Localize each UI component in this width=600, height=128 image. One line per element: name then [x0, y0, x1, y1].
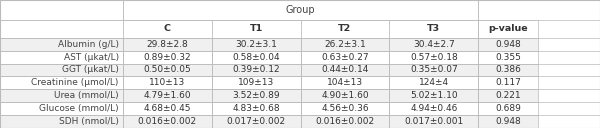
Text: C: C	[164, 24, 171, 33]
Bar	[478, 38, 538, 51]
Bar	[0, 63, 123, 76]
Bar	[212, 20, 301, 38]
Text: 0.386: 0.386	[495, 66, 521, 74]
Text: 0.689: 0.689	[495, 104, 521, 113]
Text: T3: T3	[427, 24, 440, 33]
Bar	[212, 63, 301, 76]
Bar	[301, 89, 389, 102]
Bar	[212, 102, 301, 115]
Text: 0.57±0.18: 0.57±0.18	[410, 53, 458, 62]
Text: 0.58±0.04: 0.58±0.04	[232, 53, 280, 62]
Text: 0.35±0.07: 0.35±0.07	[410, 66, 458, 74]
Bar	[301, 115, 389, 128]
Text: 4.94±0.46: 4.94±0.46	[410, 104, 457, 113]
Text: T1: T1	[250, 24, 263, 33]
Bar	[123, 115, 212, 128]
Text: GGT (μkat/L): GGT (μkat/L)	[62, 66, 119, 74]
Bar	[212, 51, 301, 63]
Text: 0.355: 0.355	[495, 53, 521, 62]
Bar	[389, 20, 478, 38]
Text: Albumin (g/L): Albumin (g/L)	[58, 40, 119, 49]
Text: Group: Group	[286, 5, 316, 15]
Text: 0.016±0.002: 0.016±0.002	[316, 117, 374, 126]
Bar	[478, 102, 538, 115]
Text: 4.68±0.45: 4.68±0.45	[143, 104, 191, 113]
Text: 4.56±0.36: 4.56±0.36	[321, 104, 369, 113]
Text: 0.221: 0.221	[496, 91, 521, 100]
Text: T2: T2	[338, 24, 352, 33]
Bar	[0, 76, 123, 89]
Text: SDH (nmol/L): SDH (nmol/L)	[59, 117, 119, 126]
Text: AST (μkat/L): AST (μkat/L)	[64, 53, 119, 62]
Bar	[123, 76, 212, 89]
Text: 0.017±0.001: 0.017±0.001	[404, 117, 463, 126]
Bar	[301, 76, 389, 89]
Bar	[0, 102, 123, 115]
Bar	[389, 115, 478, 128]
Bar	[0, 38, 123, 51]
Bar	[0, 51, 123, 63]
Bar	[212, 115, 301, 128]
Bar	[389, 102, 478, 115]
Text: 0.017±0.002: 0.017±0.002	[227, 117, 286, 126]
Text: 0.948: 0.948	[496, 117, 521, 126]
Bar	[212, 89, 301, 102]
Text: 26.2±3.1: 26.2±3.1	[324, 40, 366, 49]
Text: 4.83±0.68: 4.83±0.68	[232, 104, 280, 113]
Text: 109±13: 109±13	[238, 78, 274, 87]
Bar	[389, 89, 478, 102]
Bar	[212, 38, 301, 51]
Text: p-value: p-value	[488, 24, 528, 33]
Text: 5.02±1.10: 5.02±1.10	[410, 91, 458, 100]
Bar	[0, 115, 123, 128]
Bar	[123, 102, 212, 115]
Bar	[212, 76, 301, 89]
Text: 4.79±1.60: 4.79±1.60	[143, 91, 191, 100]
Text: 30.4±2.7: 30.4±2.7	[413, 40, 455, 49]
Bar	[123, 0, 478, 20]
Text: Glucose (mmol/L): Glucose (mmol/L)	[39, 104, 119, 113]
Text: 0.016±0.002: 0.016±0.002	[138, 117, 197, 126]
Text: 29.8±2.8: 29.8±2.8	[146, 40, 188, 49]
Text: 4.90±1.60: 4.90±1.60	[321, 91, 369, 100]
Bar	[478, 51, 538, 63]
Text: Creatinine (μmol/L): Creatinine (μmol/L)	[31, 78, 119, 87]
Bar	[478, 20, 538, 38]
Text: 0.117: 0.117	[495, 78, 521, 87]
Bar	[389, 63, 478, 76]
Bar	[389, 76, 478, 89]
Bar	[0, 89, 123, 102]
Text: Urea (mmol/L): Urea (mmol/L)	[54, 91, 119, 100]
Bar	[478, 76, 538, 89]
Bar	[478, 0, 538, 20]
Text: 0.63±0.27: 0.63±0.27	[321, 53, 369, 62]
Bar	[123, 20, 212, 38]
Bar	[0, 0, 123, 20]
Bar	[301, 20, 389, 38]
Bar	[0, 20, 123, 38]
Bar	[478, 89, 538, 102]
Text: 0.50±0.05: 0.50±0.05	[143, 66, 191, 74]
Bar	[301, 51, 389, 63]
Bar	[301, 102, 389, 115]
Bar	[389, 51, 478, 63]
Text: 110±13: 110±13	[149, 78, 185, 87]
Text: 0.44±0.14: 0.44±0.14	[322, 66, 368, 74]
Text: 124±4: 124±4	[419, 78, 449, 87]
Bar	[301, 38, 389, 51]
Bar	[301, 63, 389, 76]
Bar	[389, 38, 478, 51]
Text: 104±13: 104±13	[327, 78, 363, 87]
Bar	[123, 89, 212, 102]
Text: 3.52±0.89: 3.52±0.89	[232, 91, 280, 100]
Text: 0.948: 0.948	[496, 40, 521, 49]
Bar	[123, 51, 212, 63]
Text: 0.39±0.12: 0.39±0.12	[232, 66, 280, 74]
Bar	[478, 115, 538, 128]
Bar	[123, 63, 212, 76]
Bar	[123, 38, 212, 51]
Text: 0.89±0.32: 0.89±0.32	[143, 53, 191, 62]
Text: 30.2±3.1: 30.2±3.1	[235, 40, 277, 49]
Bar	[478, 63, 538, 76]
